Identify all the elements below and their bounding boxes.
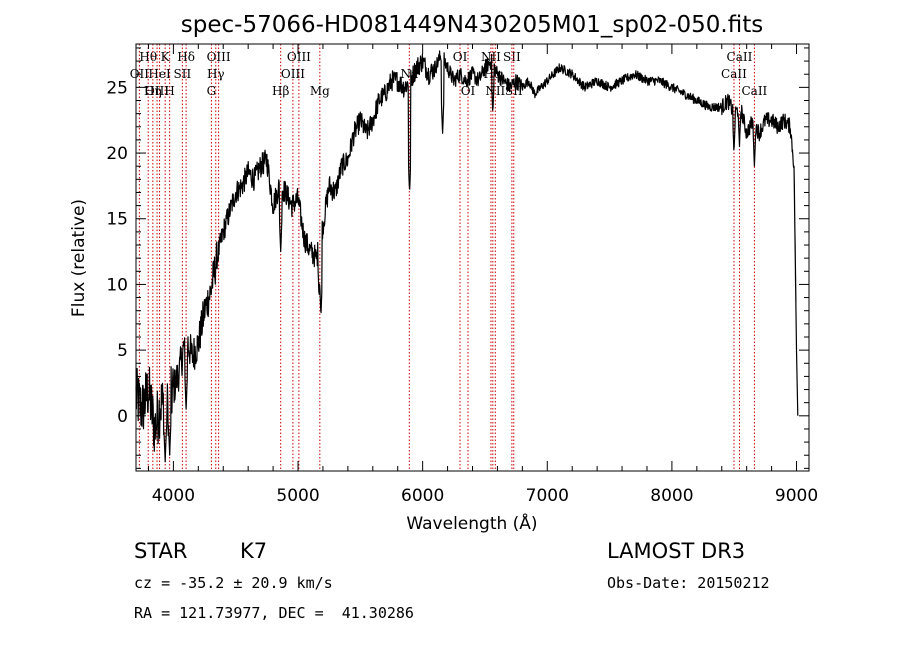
y-tick-label: 25 bbox=[106, 78, 128, 98]
chart-title: spec-57066-HD081449N430205M01_sp02-050.f… bbox=[181, 12, 763, 38]
y-tick-label: 10 bbox=[106, 275, 128, 295]
y-tick-label: 20 bbox=[106, 144, 128, 164]
line-marker-label: Hη bbox=[144, 84, 162, 98]
line-marker-label: SII bbox=[503, 50, 521, 64]
line-marker-label: SII bbox=[174, 67, 192, 81]
x-tick-label: 7000 bbox=[526, 486, 569, 506]
line-marker-label: Hδ bbox=[177, 50, 195, 64]
spectrum-layer bbox=[135, 50, 799, 463]
x-tick-label: 4000 bbox=[152, 486, 195, 506]
line-marker-label: Hβ bbox=[272, 84, 289, 98]
spectral-subclass: K7 bbox=[240, 539, 268, 563]
x-axis-label: Wavelength (Å) bbox=[406, 512, 537, 534]
x-tick-label: 6000 bbox=[401, 486, 444, 506]
line-marker-label: Hθ bbox=[139, 50, 157, 64]
axis-ticks: 4000 5000 6000 7000 8000 9000 0 5 10 15 20 25 bbox=[106, 44, 818, 506]
line-marker-label: Hγ bbox=[207, 67, 225, 81]
line-marker-label: OIII bbox=[281, 67, 305, 81]
redshift-readout: cz = -35.2 ± 20.9 km/s bbox=[134, 574, 333, 592]
line-marker-label: OIII bbox=[207, 50, 231, 64]
line-marker-label: G bbox=[207, 84, 217, 98]
y-axis-label: Flux (relative) bbox=[69, 199, 89, 317]
y-tick-label: 0 bbox=[117, 407, 128, 427]
line-marker-label: CaII bbox=[741, 84, 767, 98]
line-marker-label: OI bbox=[461, 84, 476, 98]
observation-date: Obs-Date: 20150212 bbox=[607, 574, 770, 592]
line-marker-label: CaII bbox=[721, 67, 747, 81]
line-marker-label: OIII bbox=[145, 84, 169, 98]
spectrum-line bbox=[135, 50, 799, 463]
line-marker-label: NII bbox=[485, 84, 505, 98]
coordinates-readout: RA = 121.73977, DEC = 41.30286 bbox=[134, 604, 414, 622]
line-marker-label: H bbox=[164, 84, 174, 98]
y-tick-label: 15 bbox=[106, 210, 128, 230]
line-marker-label: OI bbox=[453, 50, 468, 64]
object-type: STAR bbox=[134, 539, 188, 563]
line-marker-label: K bbox=[161, 50, 171, 64]
line-marker-label: HeI bbox=[148, 67, 171, 81]
x-tick-label: 9000 bbox=[775, 486, 818, 506]
line-marker-label: Mg bbox=[310, 84, 330, 98]
line-marker-label: OIII bbox=[287, 50, 311, 64]
line-marker-label: CaII bbox=[727, 50, 753, 64]
x-tick-label: 5000 bbox=[276, 486, 319, 506]
y-tick-label: 5 bbox=[117, 341, 128, 361]
survey-name: LAMOST DR3 bbox=[607, 539, 746, 563]
x-tick-label: 8000 bbox=[650, 486, 693, 506]
